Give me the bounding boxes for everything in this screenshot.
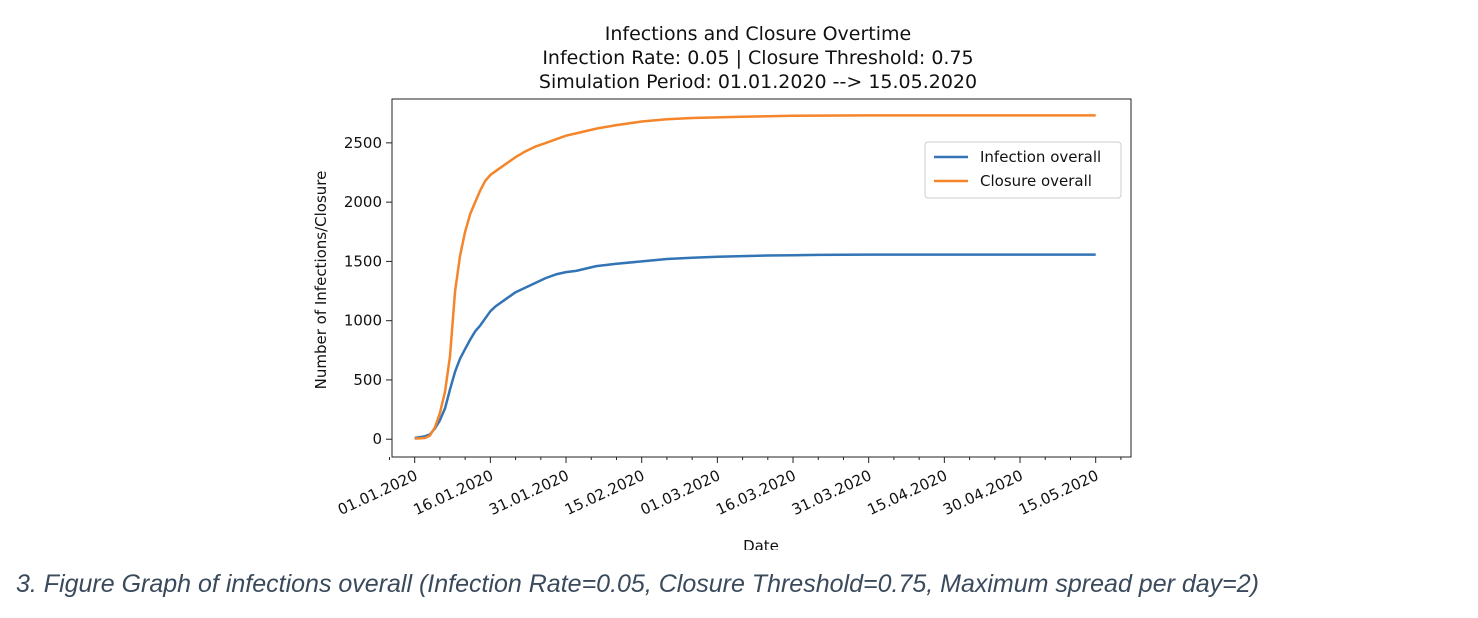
y-tick-label: 1000 bbox=[344, 312, 382, 330]
chart-subtitle-1: Infection Rate: 0.05 | Closure Threshold… bbox=[542, 47, 973, 69]
y-axis-label: Number of Infections/Closure bbox=[312, 171, 330, 390]
series-lines bbox=[414, 114, 1096, 440]
x-tick-label: 15.05.2020 bbox=[1016, 466, 1101, 519]
chart-title: Infections and Closure Overtime bbox=[605, 23, 911, 45]
x-tick-label: 16.01.2020 bbox=[411, 466, 496, 519]
x-tick-label: 15.04.2020 bbox=[865, 466, 950, 519]
x-tick-label: 30.04.2020 bbox=[940, 466, 1025, 519]
chart-subtitle-2: Simulation Period: 01.01.2020 --> 15.05.… bbox=[539, 71, 977, 93]
y-tick-label: 1500 bbox=[344, 252, 382, 270]
y-tick-label: 0 bbox=[372, 430, 382, 448]
series-line-closure bbox=[414, 114, 1096, 440]
x-tick-label: 15.02.2020 bbox=[562, 466, 647, 519]
x-tick-label: 31.01.2020 bbox=[486, 466, 571, 519]
y-axis: 0 500 1000 1500 2000 2500 bbox=[344, 134, 392, 448]
x-axis-label: Date bbox=[743, 537, 779, 550]
x-axis: 01.01.202016.01.202031.01.202015.02.2020… bbox=[335, 457, 1122, 519]
y-tick-label: 500 bbox=[353, 371, 382, 389]
x-tick-label: 16.03.2020 bbox=[713, 466, 798, 519]
x-tick-label: 01.03.2020 bbox=[638, 466, 723, 519]
chart: Infections and Closure Overtime Infectio… bbox=[312, 23, 1132, 550]
legend: Infection overall Closure overall bbox=[924, 141, 1122, 199]
plot-frame bbox=[391, 98, 1132, 458]
y-tick-label: 2000 bbox=[344, 193, 382, 211]
legend-label-closure: Closure overall bbox=[980, 172, 1092, 190]
series-line-infection bbox=[414, 253, 1096, 440]
x-tick-label: 31.03.2020 bbox=[789, 466, 874, 519]
y-tick-label: 2500 bbox=[344, 134, 382, 152]
legend-box bbox=[924, 141, 1122, 199]
x-tick-label: 01.01.2020 bbox=[335, 466, 420, 519]
figure-caption: 3. Figure Graph of infections overall (I… bbox=[16, 570, 1260, 598]
legend-label-infection: Infection overall bbox=[980, 148, 1101, 166]
